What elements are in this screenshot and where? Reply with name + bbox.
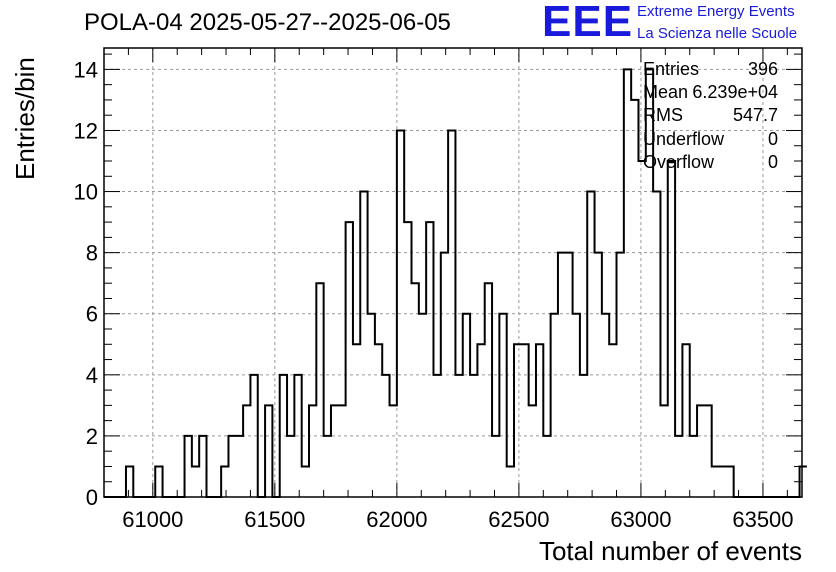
y-tick-label: 2 bbox=[86, 424, 98, 449]
y-tick-label: 8 bbox=[86, 241, 98, 266]
stat-overflow-value: 0 bbox=[767, 152, 778, 172]
stat-entries-label: Entries bbox=[643, 59, 700, 79]
logo-text-line-2: La Scienza nelle Scuole bbox=[637, 25, 798, 42]
stat-underflow-value: 0 bbox=[767, 129, 778, 149]
y-tick-label: 0 bbox=[86, 485, 98, 510]
y-tick-label: 14 bbox=[74, 57, 98, 82]
x-axis-label: Total number of events bbox=[538, 536, 802, 566]
x-tick-label: 63000 bbox=[610, 507, 671, 532]
eee-logo: EEE bbox=[542, 0, 634, 46]
stat-mean-value: 6.239e+04 bbox=[692, 82, 778, 102]
x-tick-label: 61000 bbox=[122, 507, 183, 532]
stat-rms-label: RMS bbox=[643, 105, 683, 125]
stat-overflow-label: Overflow bbox=[643, 152, 715, 172]
x-tick-label: 62500 bbox=[488, 507, 549, 532]
stat-underflow-label: Underflow bbox=[643, 129, 725, 149]
x-tick-label: 61500 bbox=[244, 507, 305, 532]
stat-rms-value: 547.7 bbox=[732, 105, 778, 125]
histogram-line bbox=[104, 68, 807, 498]
x-tick-label: 63500 bbox=[732, 507, 793, 532]
chart-title: POLA-04 2025-05-27--2025-06-05 bbox=[84, 9, 451, 36]
y-tick-label: 12 bbox=[74, 118, 98, 143]
stat-entries-value: 396 bbox=[747, 59, 778, 79]
x-tick-label: 62000 bbox=[366, 507, 427, 532]
y-tick-label: 4 bbox=[86, 363, 98, 388]
y-tick-label: 10 bbox=[74, 180, 98, 205]
plot-frame bbox=[103, 47, 803, 498]
y-tick-label: 6 bbox=[86, 302, 98, 327]
logo-text-line-1: Extreme Energy Events bbox=[637, 3, 795, 20]
stat-mean-label: Mean bbox=[643, 82, 689, 102]
